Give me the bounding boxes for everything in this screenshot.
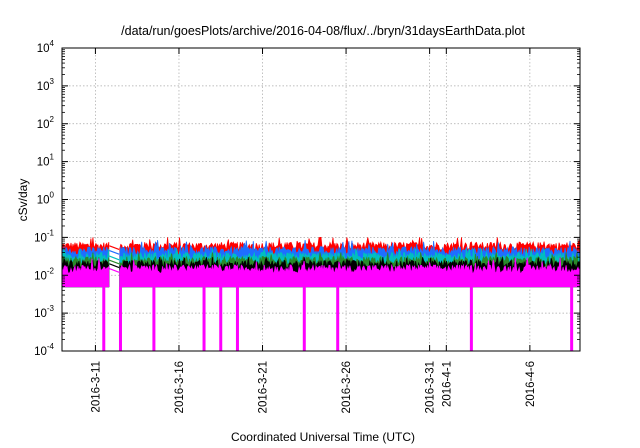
magenta-dropout <box>219 286 223 351</box>
x-axis: 2016-3-11 2016-3-16 2016-3-21 2016-3-26 2016… <box>90 48 537 413</box>
grid <box>62 48 580 351</box>
magenta-dropout <box>118 286 122 351</box>
x-tick-label: 2016-3-31 <box>425 361 437 413</box>
magenta-dropout <box>570 286 574 351</box>
y-axis-label: cSv/day <box>16 179 30 222</box>
series-1-gap-connector <box>109 249 120 255</box>
series-4-gap-connector <box>109 263 120 269</box>
series-5-band <box>119 257 581 288</box>
x-tick-label: 2016-3-16 <box>174 361 186 413</box>
chart-title: /data/run/goesPlots/archive/2016-04-08/f… <box>121 24 525 38</box>
y-tick-label: 10-2 <box>34 266 54 282</box>
magenta-dropout <box>102 286 106 351</box>
magenta-dropout <box>469 286 473 351</box>
y-tick-label: 10-4 <box>34 342 54 358</box>
y-tick-label: 102 <box>37 115 55 131</box>
y-tick-label: 100 <box>37 191 55 207</box>
x-tick-label: 2016-4-6 <box>525 361 537 407</box>
series-5-band <box>61 258 110 288</box>
y-tick-label: 101 <box>37 153 55 169</box>
magenta-dropout <box>235 286 239 351</box>
magenta-dropout <box>302 286 306 351</box>
x-tick-label: 2016-3-21 <box>258 361 270 413</box>
series-layer <box>61 237 581 351</box>
y-axis: 10-4 10-3 10-2 10-1 100 101 102 103 104 <box>34 39 580 358</box>
series-3-gap-connector <box>109 259 120 265</box>
series-5-gap-connector <box>109 268 120 273</box>
magenta-dropout <box>152 286 156 351</box>
y-tick-label: 104 <box>37 39 55 55</box>
x-tick-label: 2016-4-1 <box>441 361 453 407</box>
y-tick-label: 10-3 <box>34 304 54 320</box>
y-tick-label: 103 <box>37 77 55 93</box>
magenta-dropout <box>336 286 340 351</box>
series-2-gap-connector <box>109 255 120 261</box>
series-0-gap-connector <box>109 245 120 251</box>
x-tick-label: 2016-3-11 <box>90 361 102 413</box>
x-tick-label: 2016-3-26 <box>341 361 353 413</box>
x-axis-label: Coordinated Universal Time (UTC) <box>231 430 415 444</box>
y-tick-label: 10-1 <box>34 228 54 244</box>
magenta-dropout <box>202 286 206 351</box>
